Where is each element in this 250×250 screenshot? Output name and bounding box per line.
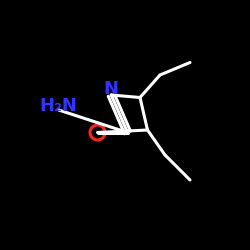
Text: H₂N: H₂N [40, 97, 78, 115]
Text: N: N [104, 80, 119, 98]
